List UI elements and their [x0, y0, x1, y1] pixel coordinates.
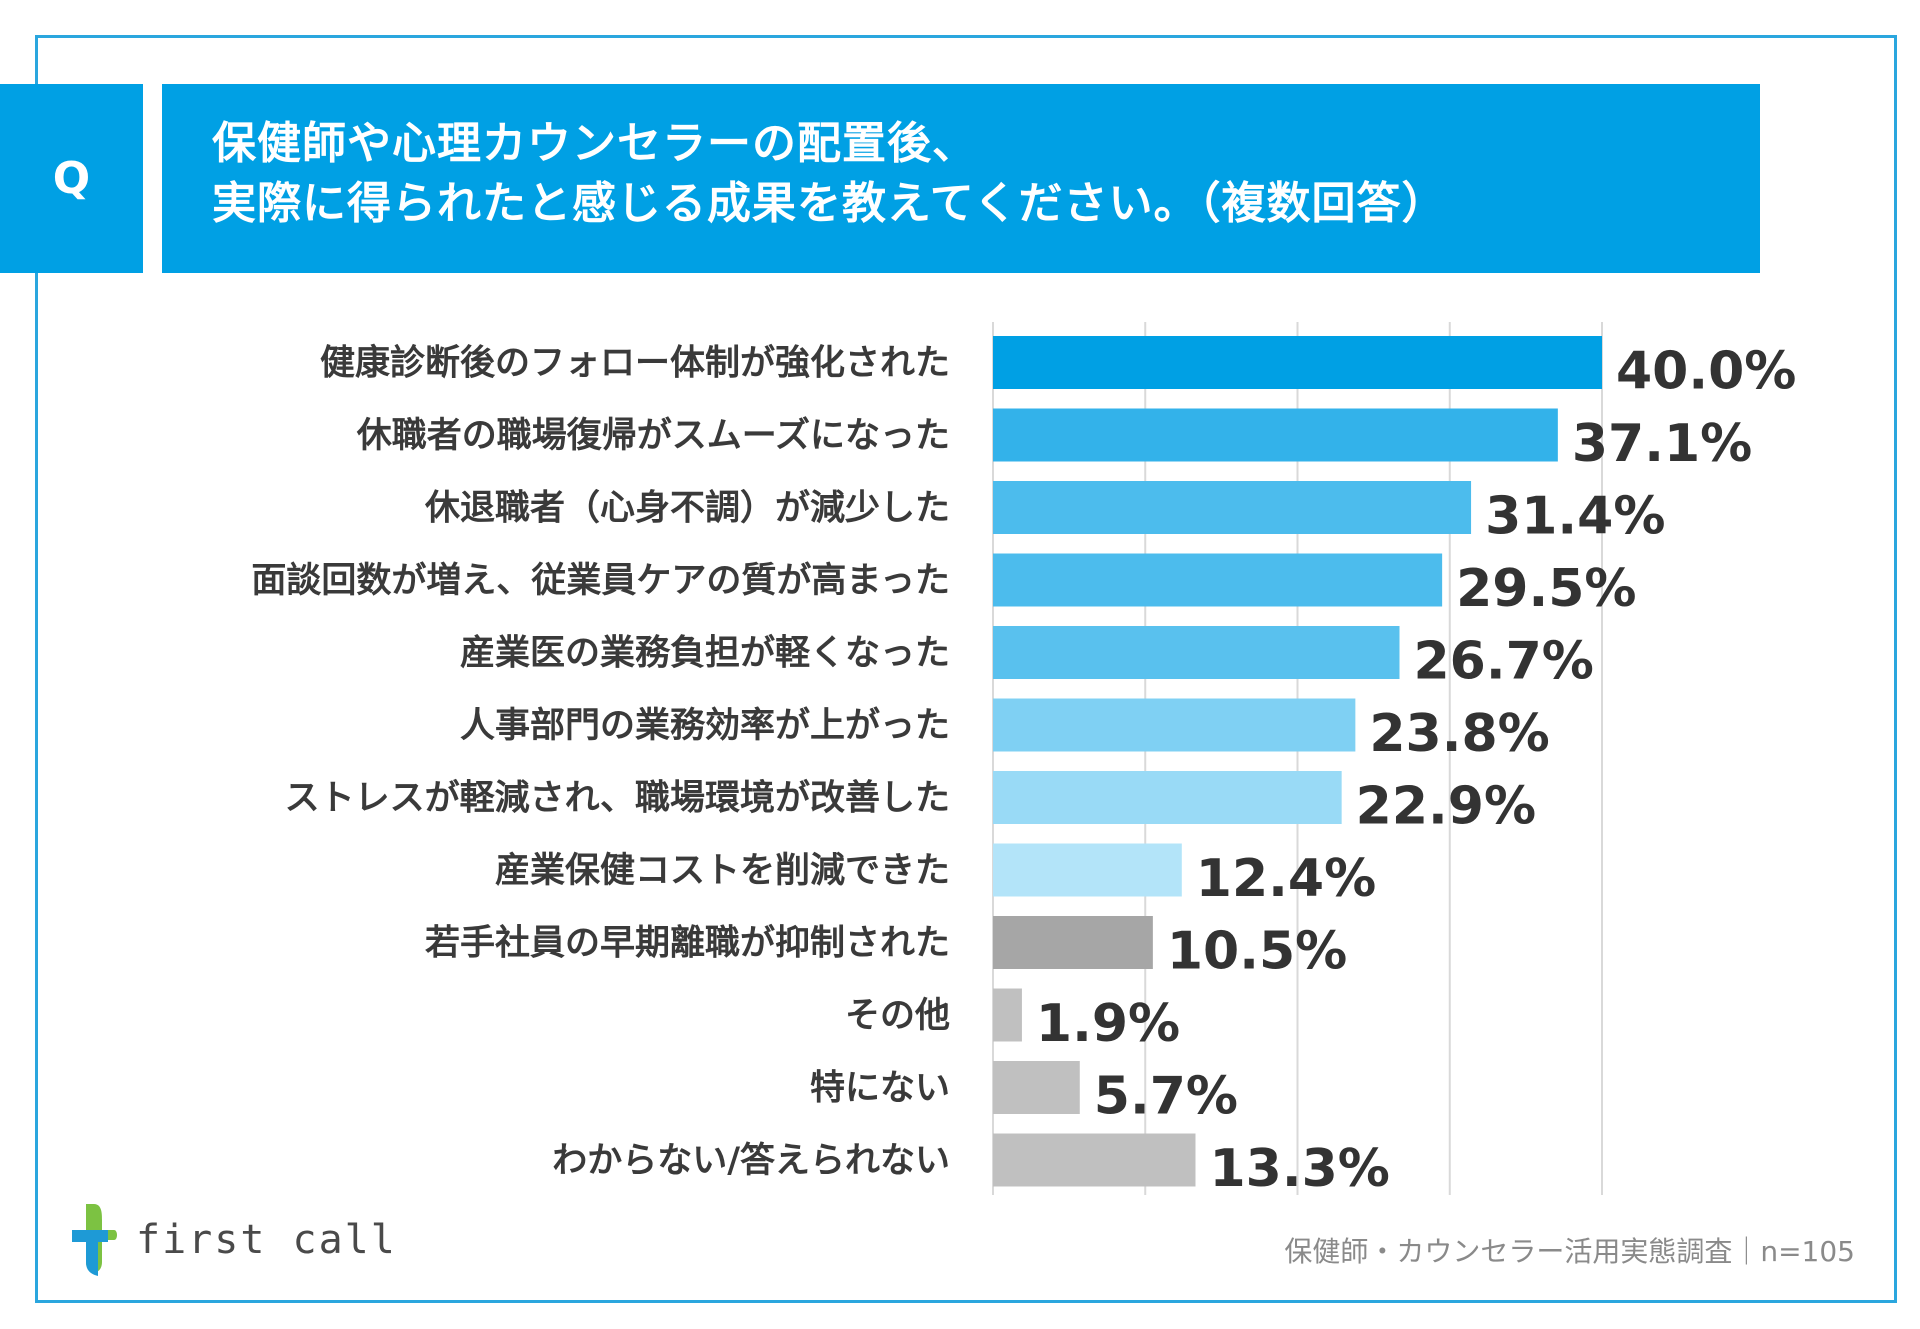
category-label-10: その他 — [845, 996, 950, 1036]
category-label-4: 面談回数が増え、従業員ケアの質が高まった — [251, 561, 950, 601]
brand-logo: first call — [68, 1200, 397, 1280]
category-label-5: 産業医の業務負担が軽くなった — [460, 634, 950, 674]
question-title-line-1: 保健師や心理カウンセラーの配置後、 — [212, 118, 977, 169]
category-label-7: ストレスが軽減され、職場環境が改善した — [285, 779, 950, 819]
category-label-2: 休職者の職場復帰がスムーズになった — [356, 415, 950, 456]
survey-footer: 保健師・カウンセラー活用実態調査｜n=105 — [1284, 1235, 1855, 1268]
bar-10 — [993, 988, 1022, 1042]
bar-9 — [993, 916, 1153, 969]
question-badge: Q — [0, 84, 143, 273]
outer-frame — [35, 35, 1897, 1303]
bar-7 — [993, 771, 1342, 824]
question-title-line-2: 実際に得られたと感じる成果を教えてください。（複数回答） — [212, 178, 1447, 229]
bar-5 — [993, 626, 1400, 679]
bar-4 — [993, 553, 1443, 607]
value-label-9: 10.5% — [1167, 922, 1347, 982]
value-label-3: 31.4% — [1485, 487, 1665, 547]
value-label-8: 12.4% — [1196, 849, 1376, 909]
value-label-5: 26.7% — [1414, 632, 1594, 692]
bar-11 — [993, 1061, 1080, 1114]
bar-8 — [993, 843, 1182, 897]
bar-6 — [993, 698, 1356, 752]
category-label-3: 休退職者（心身不調）が減少した — [424, 489, 950, 529]
value-label-12: 13.3% — [1209, 1139, 1389, 1199]
medical-cross-icon — [72, 1204, 117, 1276]
bar-3 — [993, 481, 1472, 534]
bar-2 — [993, 408, 1558, 462]
value-label-1: 40.0% — [1616, 342, 1796, 402]
brand-name: first call — [136, 1217, 397, 1263]
category-label-8: 産業保健コストを削減できた — [495, 851, 950, 891]
value-label-11: 5.7% — [1094, 1067, 1238, 1127]
category-label-9: 若手社員の早期離職が抑制された — [425, 924, 950, 964]
value-label-6: 23.8% — [1369, 704, 1549, 764]
value-label-7: 22.9% — [1356, 777, 1536, 837]
category-label-1: 健康診断後のフォロー体制が強化された — [320, 343, 950, 384]
value-label-4: 29.5% — [1456, 559, 1636, 619]
value-label-10: 1.9% — [1036, 994, 1180, 1054]
category-label-6: 人事部門の業務効率が上がった — [460, 706, 950, 746]
question-label: Q — [52, 153, 91, 204]
bar-12 — [993, 1133, 1196, 1187]
value-label-2: 37.1% — [1572, 414, 1752, 474]
bar-1 — [993, 336, 1602, 389]
category-label-11: 特にない — [810, 1069, 950, 1109]
category-label-12: わからない/答えられない — [552, 1141, 950, 1181]
question-title-box: 保健師や心理カウンセラーの配置後、 実際に得られたと感じる成果を教えてください。… — [162, 84, 1760, 273]
